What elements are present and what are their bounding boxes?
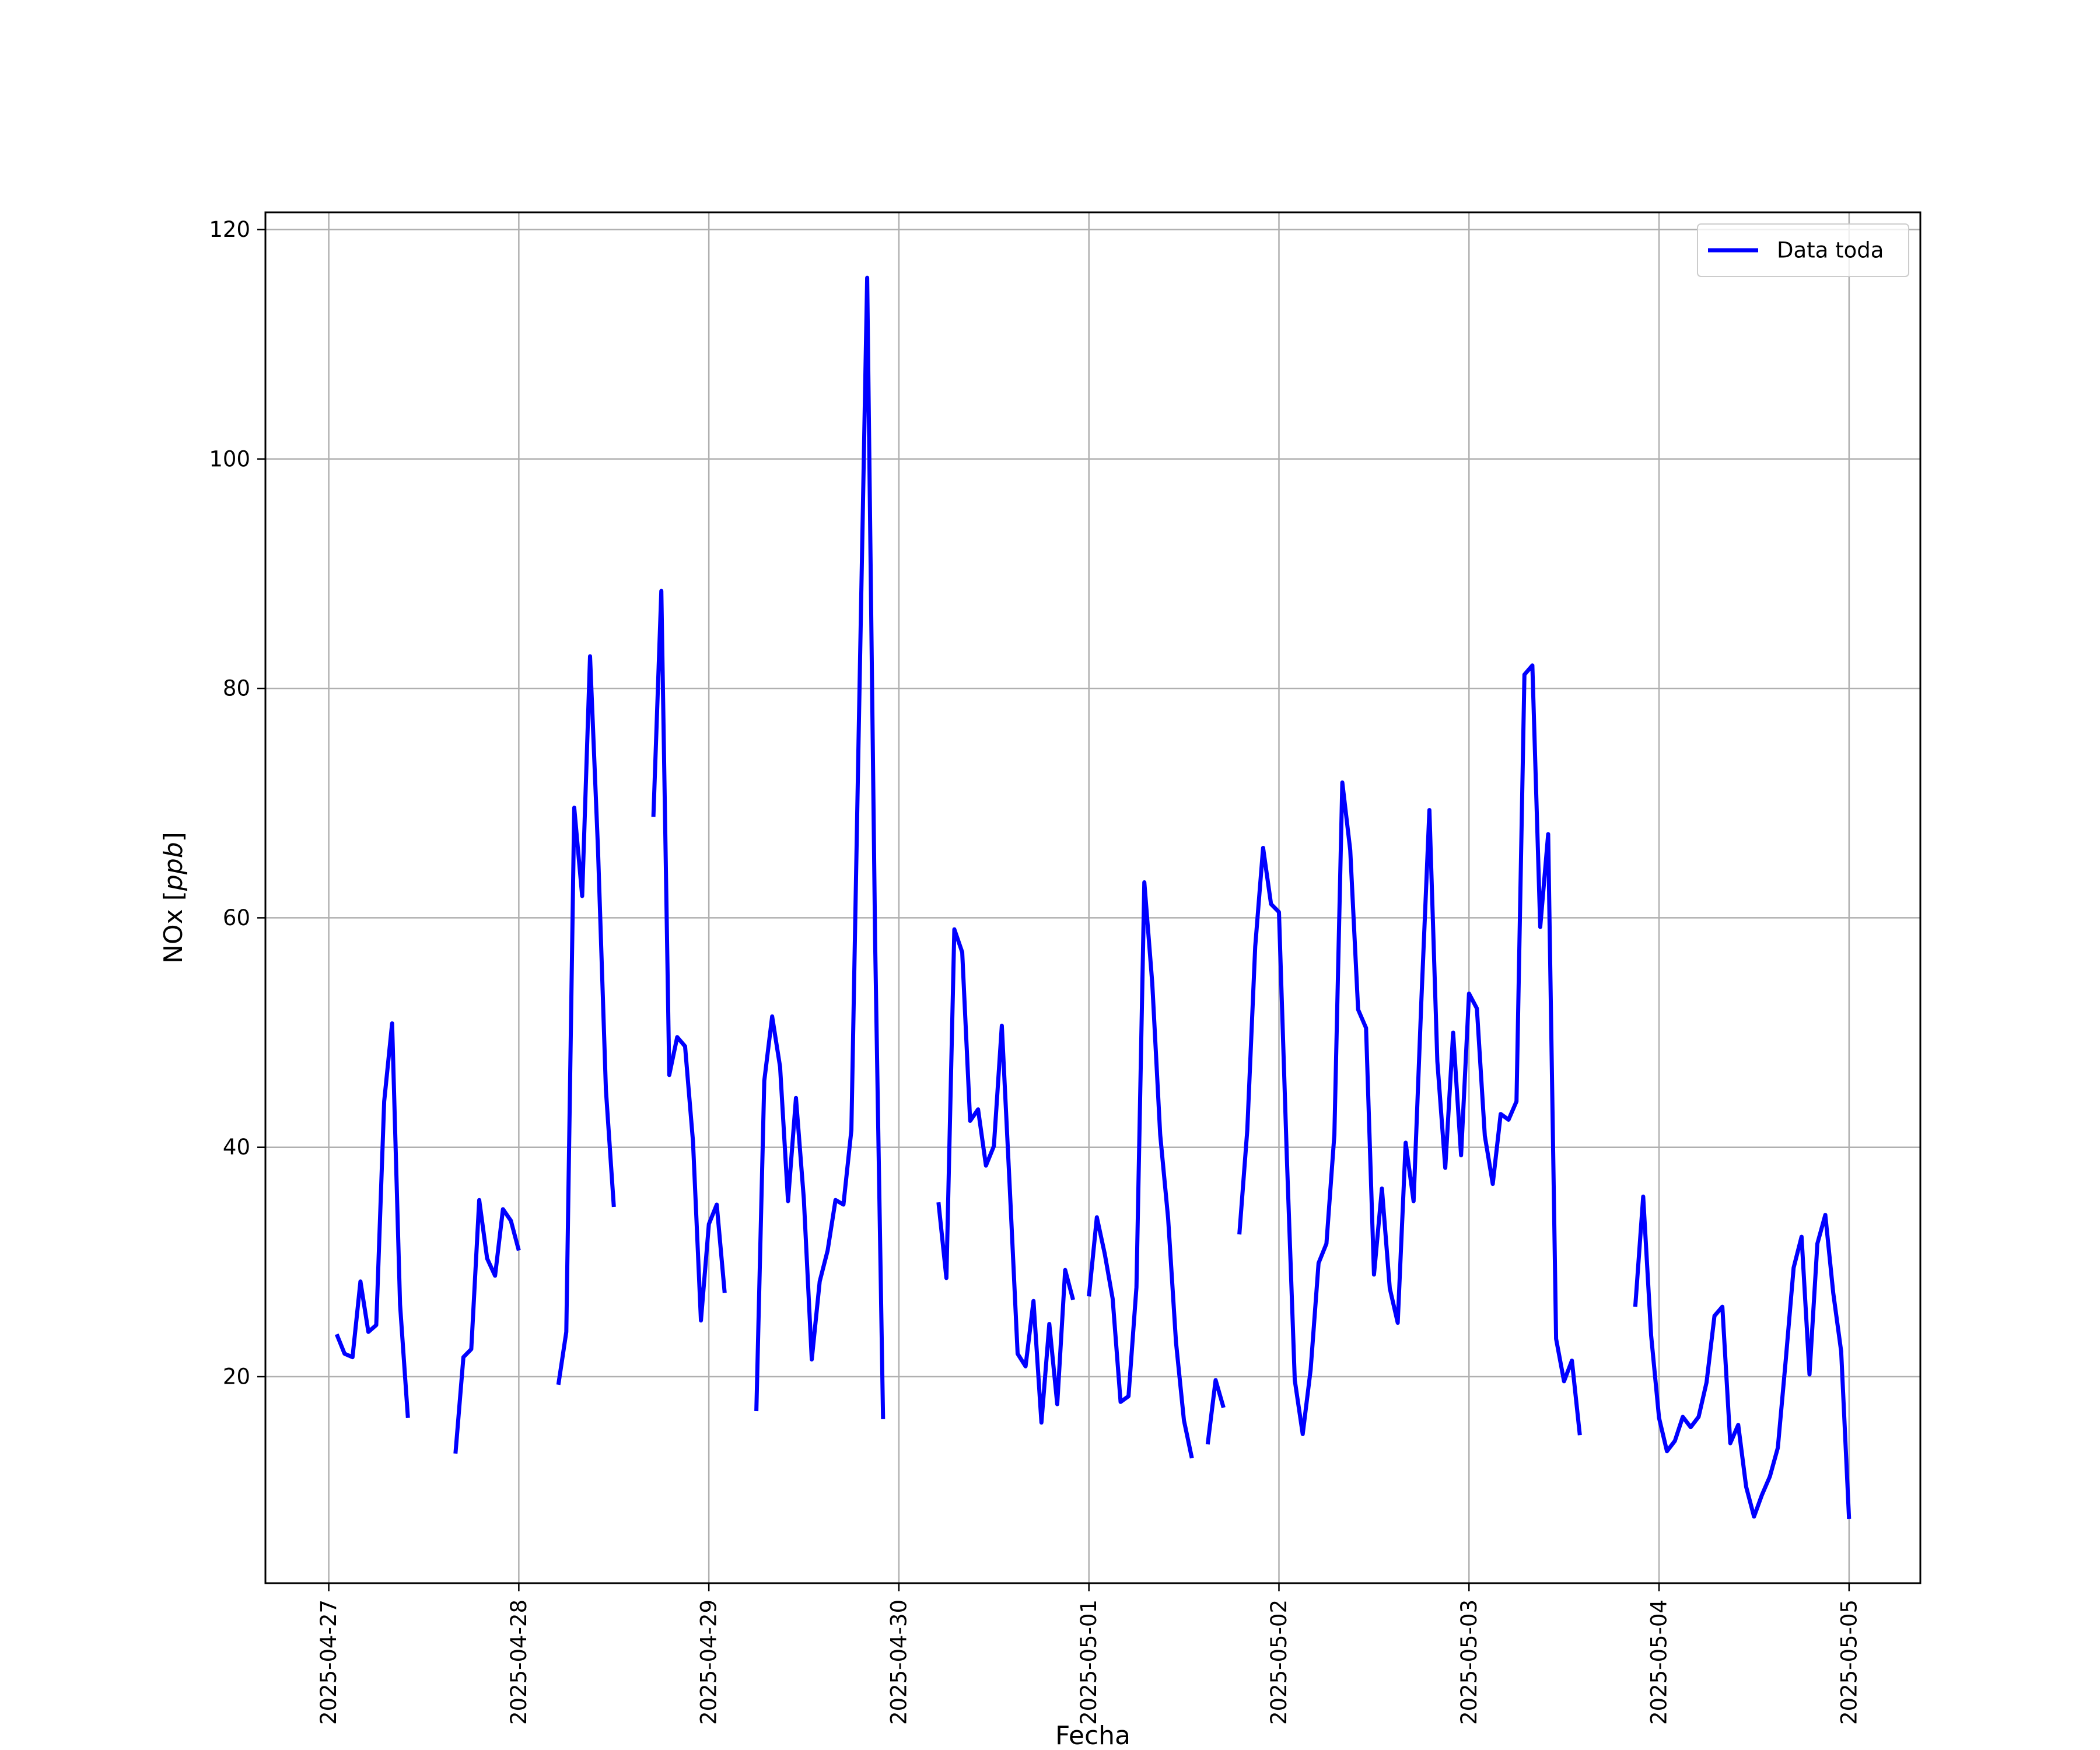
series-line-segment [453,1198,521,1454]
y-axis-title-main: NOx [ [159,891,188,964]
y-axis: 20 40 60 80 100 120 [209,217,265,1390]
legend: Data toda [1697,223,1909,277]
y-axis-title-close: ] [159,832,188,842]
x-tick-label: 2025-05-05 [1836,1600,1861,1725]
series-line-segment [1087,880,1194,1459]
y-tick-label: 120 [209,217,250,242]
series-line-segment [936,927,1075,1425]
series-line-segment [651,589,727,1323]
x-tick-label: 2025-05-02 [1266,1600,1292,1725]
series-line-segment [1633,1194,1852,1520]
x-tick-label: 2025-04-27 [316,1600,341,1725]
x-tick-label: 2025-05-01 [1076,1600,1101,1725]
series-line-segment [1237,663,1582,1436]
series-data-toda [334,275,1852,1520]
y-tick-label: 60 [223,905,250,930]
x-tick-label: 2025-05-03 [1457,1600,1482,1725]
x-tick-label: 2025-04-28 [506,1600,531,1725]
plot-area [265,212,1920,1583]
y-tick-label: 100 [209,446,250,471]
series-line-segment [754,275,886,1419]
legend-box [1697,223,1909,277]
x-tick-label: 2025-04-29 [696,1600,722,1725]
grid-lines [265,212,1920,1583]
x-tick-label: 2025-05-04 [1647,1600,1672,1725]
series-line-segment [334,1021,410,1419]
series-line-segment [556,654,616,1385]
x-tick-label: 2025-04-30 [886,1600,911,1725]
x-axis-title: Fecha [1055,1721,1130,1750]
legend-label-data-toda: Data toda [1777,238,1884,263]
plot-frame [264,211,1922,1584]
y-tick-label: 40 [223,1135,250,1160]
y-axis-title: NOx [ppb] [159,832,188,964]
y-tick-label: 80 [223,676,250,701]
series-line-segment [1205,1378,1226,1445]
y-tick-label: 20 [223,1364,250,1390]
y-axis-title-unit: ppb [159,842,188,891]
x-axis: 2025-04-27 2025-04-28 2025-04-29 2025-04-30… [316,1583,1861,1725]
